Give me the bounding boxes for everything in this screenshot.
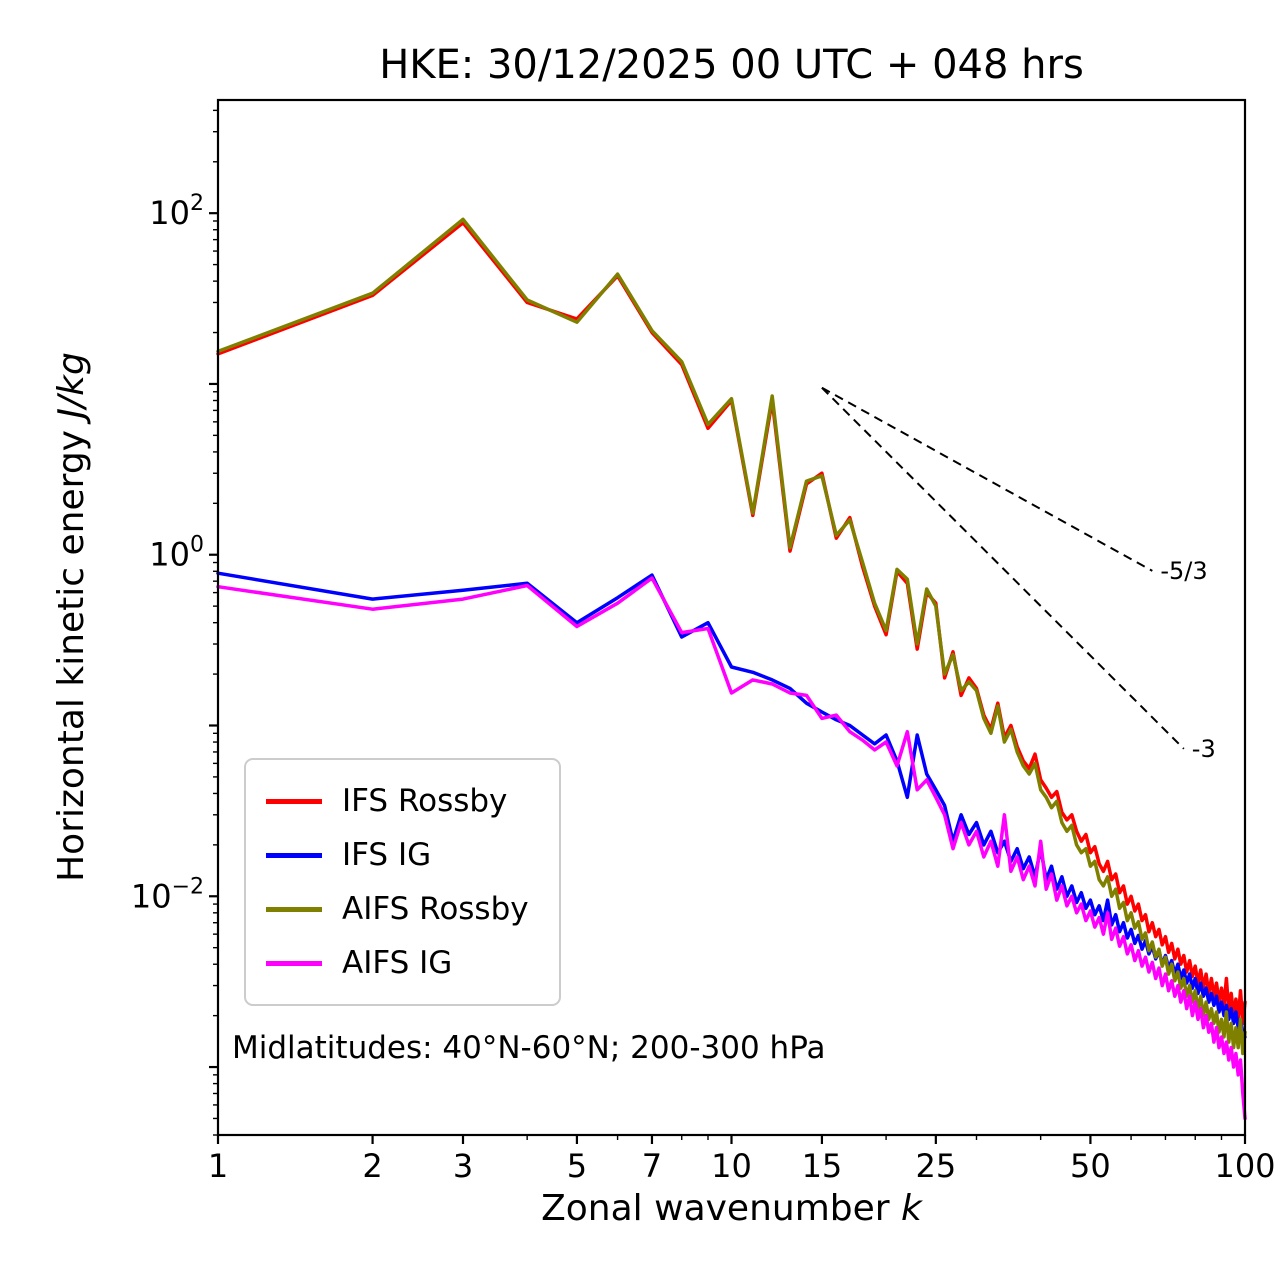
legend-label-ifs-rossby: IFS Rossby xyxy=(342,783,508,819)
x-tick-label: 15 xyxy=(802,1147,843,1185)
x-tick-label: 25 xyxy=(915,1147,956,1185)
series-line-ifs-ig xyxy=(216,571,1247,1039)
chart-title: HKE: 30/12/2025 00 UTC + 048 hrs xyxy=(379,42,1084,88)
legend-item-aifs-rossby: AIFS Rossby xyxy=(266,882,529,936)
reference-slope-line-3 xyxy=(821,387,1185,750)
x-tick-label: 5 xyxy=(567,1147,587,1185)
legend-swatch-2 xyxy=(266,906,322,912)
series-line-aifs-ig xyxy=(216,576,1247,1121)
slope-label-3: -3 xyxy=(1192,735,1216,763)
y-axis-label: Horizontal kinetic energy J/kg xyxy=(51,267,93,967)
x-axis-label: Zonal wavenumber k xyxy=(218,1188,1245,1229)
legend-swatch-1 xyxy=(266,852,322,858)
legend-label-aifs-ig: AIFS IG xyxy=(342,945,453,981)
series-group xyxy=(216,217,1247,1121)
x-tick-label: 100 xyxy=(1214,1147,1275,1185)
legend-swatch-3 xyxy=(266,960,322,966)
y-tick-label: 102 xyxy=(149,191,204,232)
legend-item-aifs-ig: AIFS IG xyxy=(266,936,529,990)
legend: IFS Rossby IFS IG AIFS Rossby AIFS IG xyxy=(244,758,561,1006)
x-tick-label: 2 xyxy=(362,1147,382,1185)
y-axis-label-text: Horizontal kinetic energy xyxy=(51,418,92,882)
legend-label-ifs-ig: IFS IG xyxy=(342,837,432,873)
plot-frame xyxy=(216,98,1247,1137)
x-tick-label: 1 xyxy=(208,1147,228,1185)
reference-slope-line-53 xyxy=(821,386,1153,572)
x-tick-label: 3 xyxy=(453,1147,473,1185)
legend-item-ifs-ig: IFS IG xyxy=(266,828,529,882)
legend-item-ifs-rossby: IFS Rossby xyxy=(266,774,529,828)
x-axis-label-math: k xyxy=(901,1188,922,1229)
legend-swatch-0 xyxy=(266,798,322,804)
x-tick-label: 10 xyxy=(711,1147,752,1185)
y-tick-label: 10−2 xyxy=(131,874,204,915)
y-axis-label-units: J/kg xyxy=(51,352,92,419)
slope-label-53: -5/3 xyxy=(1160,557,1207,585)
legend-label-aifs-rossby: AIFS Rossby xyxy=(342,891,529,927)
y-tick-label: 100 xyxy=(149,533,204,574)
x-tick-label: 7 xyxy=(642,1147,662,1185)
region-annotation: Midlatitudes: 40°N-60°N; 200-300 hPa xyxy=(232,1030,826,1066)
x-tick-label: 50 xyxy=(1070,1147,1111,1185)
x-axis-label-text: Zonal wavenumber xyxy=(541,1188,902,1229)
series-line-aifs-rossby xyxy=(216,217,1247,1056)
